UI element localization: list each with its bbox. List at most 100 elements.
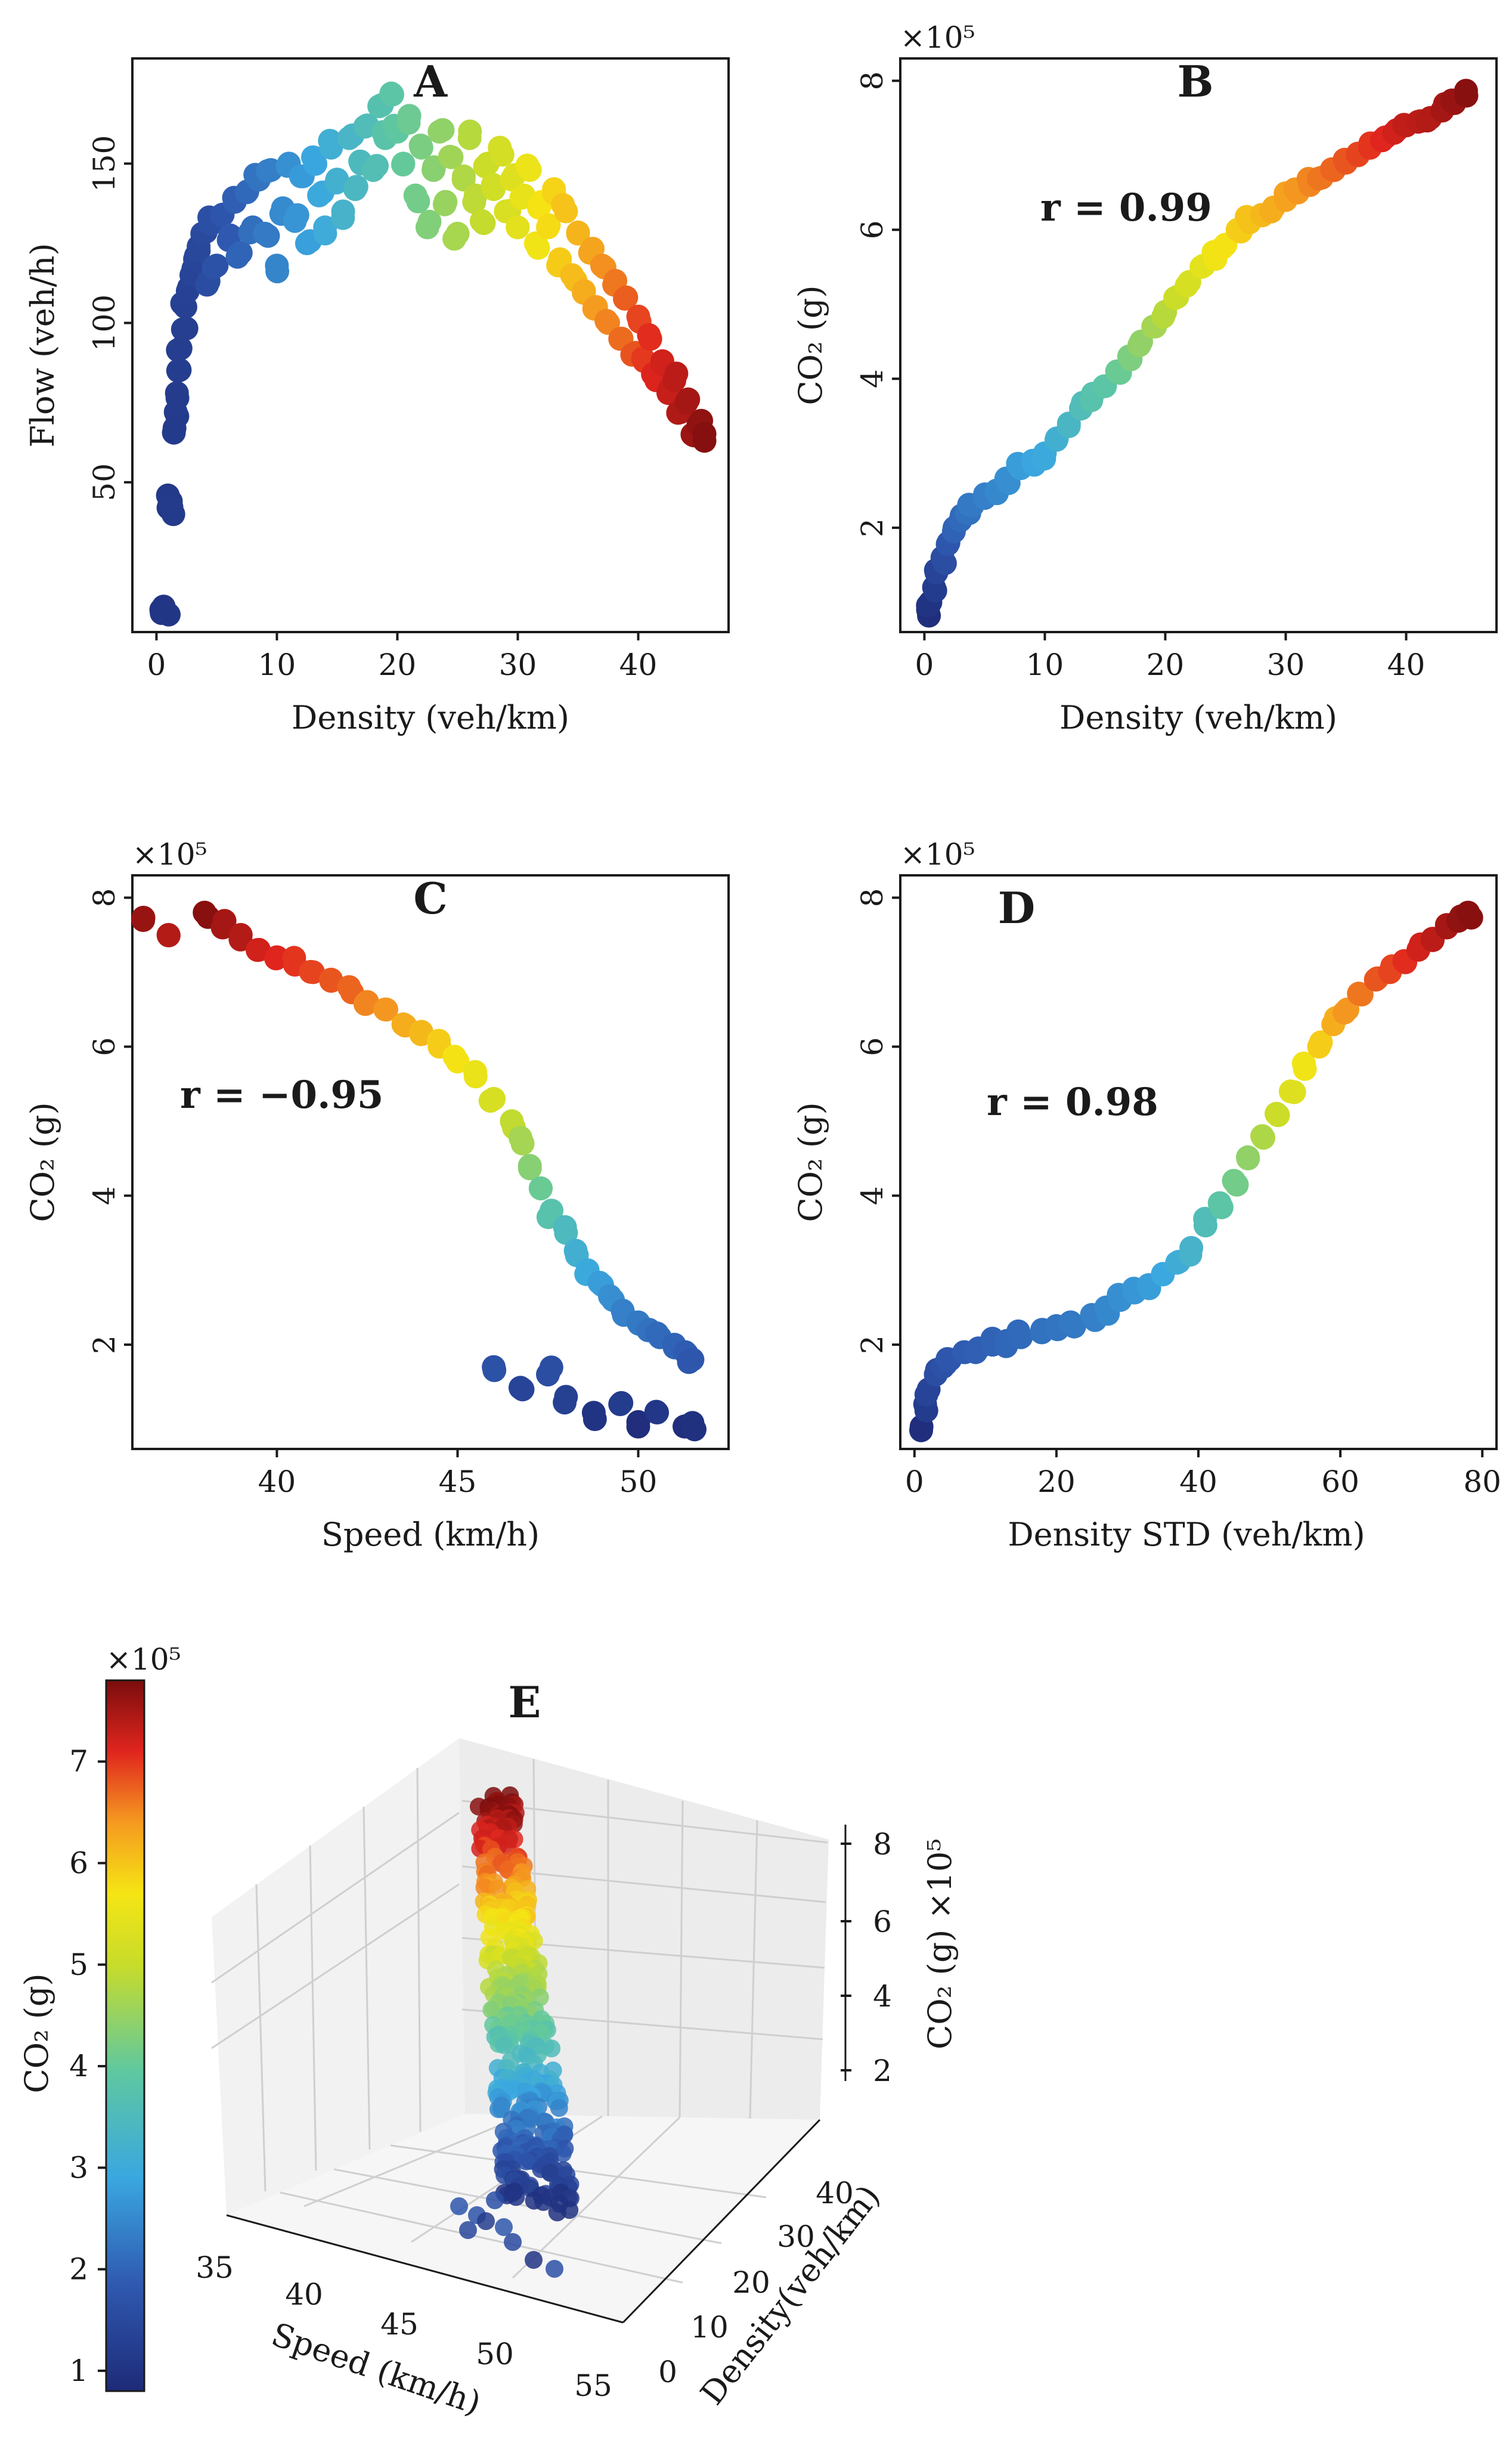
panel-e-point xyxy=(534,2193,553,2211)
panel-a-point xyxy=(551,193,575,217)
panel-e-z-tick-label: 6 xyxy=(873,1905,892,1939)
panel-a-point xyxy=(202,256,226,280)
panel-b-frame xyxy=(899,57,1498,633)
panel-d-point xyxy=(914,1382,938,1407)
panel-b-x-tick-label: 30 xyxy=(1267,648,1305,682)
panel-c-multiplier: ×10⁵ xyxy=(132,837,207,872)
grid-line-3d xyxy=(416,1767,422,2132)
colorbar-tick-label: 2 xyxy=(69,2252,88,2287)
panel-a-point xyxy=(458,119,482,144)
panel-e-point xyxy=(517,2152,535,2170)
panel-d-point xyxy=(1266,1103,1290,1128)
panel-b-x-label: Density (veh/km) xyxy=(1059,699,1337,736)
panel-c-point xyxy=(156,923,181,947)
panel-a-point xyxy=(430,118,455,142)
panel-e-z-label: CO₂ (g) ×10⁵ xyxy=(921,1838,959,2049)
panel-e-y-tick-label: 0 xyxy=(658,2355,677,2389)
panel-c-points xyxy=(131,900,707,1442)
grid-line-3d xyxy=(390,2144,767,2198)
panel-c-point xyxy=(427,1029,451,1053)
panel-b-point xyxy=(1151,305,1176,329)
panel-b-point xyxy=(1127,333,1151,357)
grid-line-3d xyxy=(211,1812,460,1984)
grid-line-3d xyxy=(362,1806,371,2150)
panel-a-point xyxy=(537,213,561,237)
panel-b-r-annotation: r = 0.99 xyxy=(1040,185,1212,230)
colorbar-tick-label: 5 xyxy=(69,1947,88,1982)
panel-e-x-tick-label: 40 xyxy=(285,2277,323,2312)
panel-c: 40 45 50 2 4 6 8 C r = −0.95 ×10⁵ Speed (km/h… xyxy=(24,837,730,1553)
panel-c-point xyxy=(581,1401,606,1425)
panel-a-point xyxy=(526,236,550,260)
panel-b-point xyxy=(1454,79,1478,103)
panel-c-point xyxy=(645,1321,670,1346)
panel-a-y-tick-label: 50 xyxy=(87,463,122,501)
panel-c-point xyxy=(374,998,398,1022)
panel-d-x-tick-label: 40 xyxy=(1179,1464,1217,1499)
grid-line-3d xyxy=(303,2114,525,2207)
panel-e-y-tick-label: 30 xyxy=(777,2219,815,2254)
panel-c-point xyxy=(683,1417,707,1442)
panel-c-point xyxy=(482,1358,507,1382)
panel-b-points xyxy=(916,79,1479,628)
colorbar-tick-label: 1 xyxy=(69,2354,88,2388)
panel-b-point xyxy=(932,551,957,575)
colorbar-ticks: 1 2 3 4 5 6 7 xyxy=(69,1744,106,2388)
panel-e-x-tick-label: 50 xyxy=(476,2337,514,2371)
panel-e-point xyxy=(475,1878,494,1897)
panel-d-point xyxy=(1236,1145,1260,1169)
panel-c-point xyxy=(463,1060,488,1084)
panel-b-x-tick-label: 10 xyxy=(1026,648,1064,682)
panel-a-point xyxy=(256,159,280,183)
panel-e-point xyxy=(459,2221,477,2239)
panel-c-title: C xyxy=(413,873,447,924)
colorbar-tick-label: 7 xyxy=(69,1744,88,1779)
panel-a-points xyxy=(149,81,717,627)
panel-d-y-tick-label: 2 xyxy=(855,1335,890,1354)
panel-a-point xyxy=(353,114,377,139)
panel-c-x-tick-label: 50 xyxy=(619,1464,658,1499)
panel-d-r-annotation: r = 0.98 xyxy=(987,1080,1158,1125)
panel-c-point xyxy=(131,906,156,930)
panel-e-point xyxy=(548,2203,566,2222)
panel-a-y-tick-label: 100 xyxy=(87,295,122,351)
panel-a-point xyxy=(380,82,404,107)
panel-d-x-ticks: 0 20 40 60 80 xyxy=(905,1449,1501,1499)
panel-c-point xyxy=(319,969,343,993)
panel-c-point xyxy=(539,1355,563,1380)
panel-a-point xyxy=(168,358,192,382)
panel-d-x-tick-label: 60 xyxy=(1321,1464,1359,1499)
panel-e-y-tick-label: 10 xyxy=(690,2310,729,2345)
panel-b-x-tick-label: 0 xyxy=(915,648,934,682)
panel-c-y-tick-label: 6 xyxy=(87,1037,122,1056)
panel-b-multiplier: ×10⁵ xyxy=(900,20,975,55)
panel-e-point xyxy=(489,2100,507,2119)
panel-a-x-label: Density (veh/km) xyxy=(292,699,569,736)
grid-line-3d xyxy=(280,2191,683,2284)
panel-a-point xyxy=(613,287,637,311)
panel-c-x-tick-label: 40 xyxy=(258,1464,296,1499)
panel-a-frame xyxy=(131,57,730,633)
panel-a-y-ticks: 50 100 150 xyxy=(87,135,132,501)
panel-c-x-label: Speed (km/h) xyxy=(321,1516,540,1553)
grid-line-3d xyxy=(749,1820,758,2119)
panel-d-point xyxy=(1282,1080,1306,1104)
colorbar xyxy=(105,1679,145,2392)
panel-a-point xyxy=(417,209,442,234)
panel-c-point xyxy=(518,1156,542,1181)
panel-a-point xyxy=(509,185,534,210)
panel-a-x-tick-label: 20 xyxy=(379,648,417,682)
panel-d-x-label: Density STD (veh/km) xyxy=(1008,1516,1365,1553)
grid-line-3d xyxy=(255,1884,267,2192)
panel-a-point xyxy=(566,220,590,244)
pane-floor xyxy=(227,2114,820,2323)
panel-d-x-tick-label: 0 xyxy=(905,1464,924,1499)
panel-a-point xyxy=(451,164,476,188)
panel-a-point xyxy=(406,189,430,213)
panel-b-point xyxy=(1032,447,1056,471)
panel-a-x-ticks: 0 10 20 30 40 xyxy=(147,632,657,682)
panel-d-y-tick-label: 8 xyxy=(855,888,890,908)
panel-d-point xyxy=(1459,906,1483,930)
panel-b-point xyxy=(923,578,947,603)
